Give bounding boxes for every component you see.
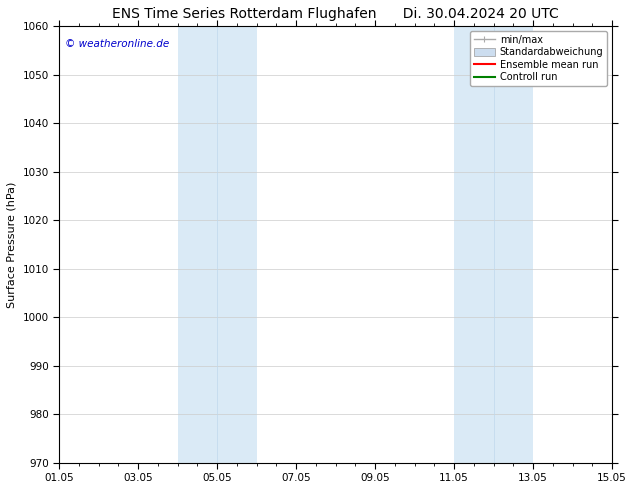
Bar bbox=[217, 26, 257, 463]
Text: © weatheronline.de: © weatheronline.de bbox=[65, 39, 169, 49]
Y-axis label: Surface Pressure (hPa): Surface Pressure (hPa) bbox=[7, 181, 17, 308]
Title: ENS Time Series Rotterdam Flughafen      Di. 30.04.2024 20 UTC: ENS Time Series Rotterdam Flughafen Di. … bbox=[112, 7, 559, 21]
Bar bbox=[178, 26, 217, 463]
Bar bbox=[494, 26, 533, 463]
Legend: min/max, Standardabweichung, Ensemble mean run, Controll run: min/max, Standardabweichung, Ensemble me… bbox=[470, 31, 607, 86]
Bar bbox=[454, 26, 494, 463]
